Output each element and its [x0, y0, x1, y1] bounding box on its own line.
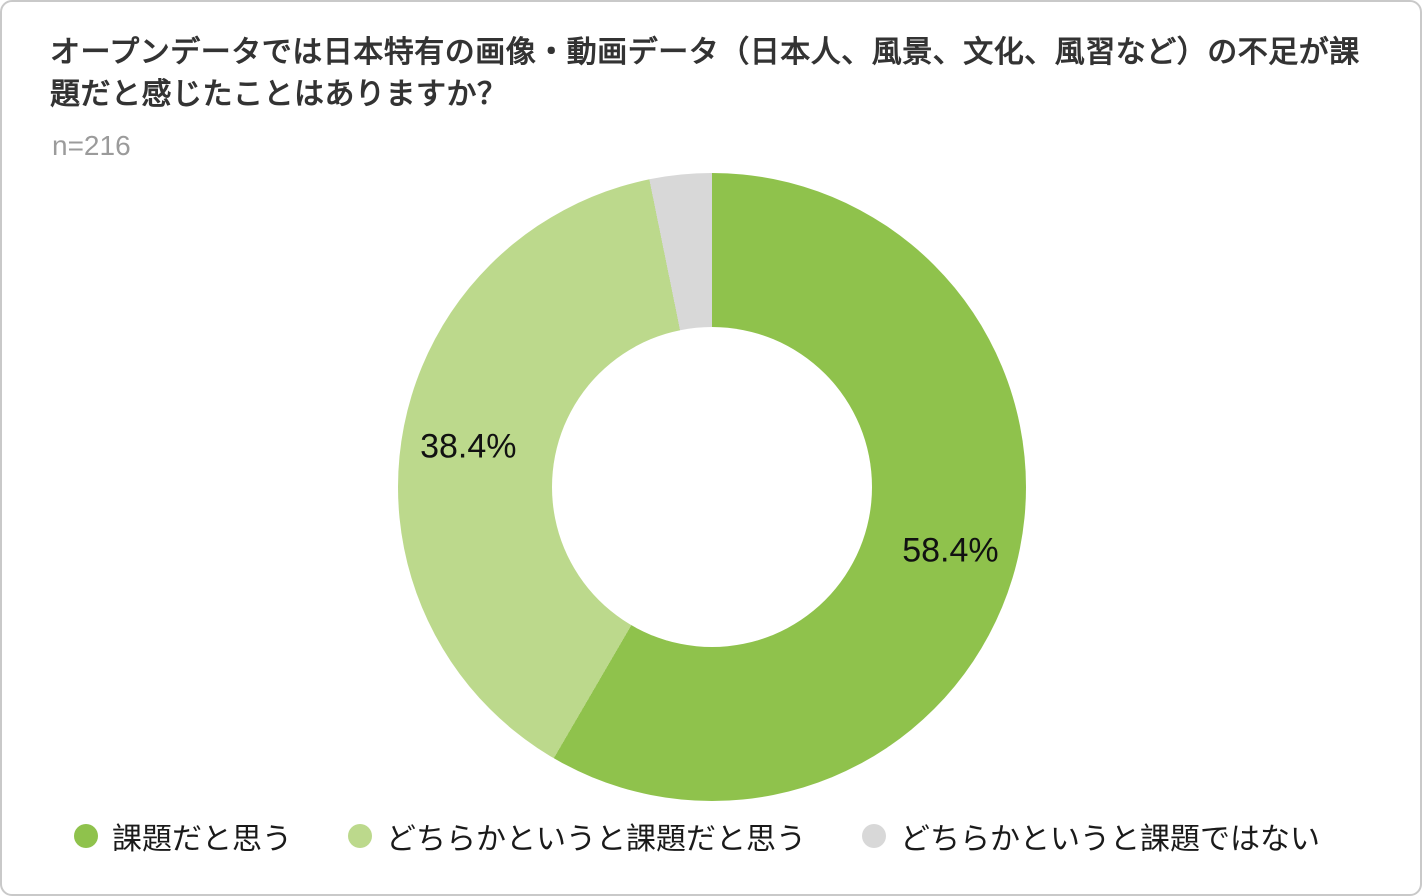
donut-hole [552, 327, 872, 647]
legend-item: どちらかというと課題ではない [862, 814, 1320, 858]
legend-item: どちらかというと課題だと思う [348, 814, 806, 858]
legend-swatch-icon [862, 824, 886, 848]
sample-size-label: n=216 [52, 130, 131, 161]
donut-chart: 58.4% 38.4% [398, 173, 1026, 801]
legend: 課題だと思う どちらかというと課題だと思う どちらかというと課題ではない [74, 814, 1320, 858]
slice-percentage-label: 38.4% [420, 427, 517, 466]
legend-item: 課題だと思う [74, 814, 292, 858]
slice-percentage-label: 58.4% [902, 531, 999, 570]
legend-label: 課題だと思う [112, 823, 292, 856]
legend-label: どちらかというと課題だと思う [386, 823, 806, 856]
chart-title: オープンデータでは日本特有の画像・動画データ（日本人、風景、文化、風習など）の不… [50, 36, 1360, 111]
legend-swatch-icon [74, 824, 98, 848]
legend-swatch-icon [348, 824, 372, 848]
legend-label: どちらかというと課題ではない [900, 823, 1320, 856]
